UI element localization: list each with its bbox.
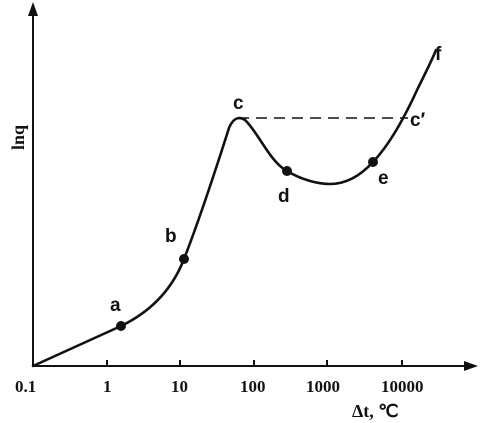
x-axis-arrow <box>464 361 478 371</box>
point-a-marker <box>116 321 126 331</box>
point-a-label: a <box>110 295 121 316</box>
point-d-label: d <box>278 186 290 207</box>
point-d-marker <box>282 166 292 176</box>
tick-label-10: 10 <box>171 377 188 396</box>
y-axis-label: lnq <box>8 125 28 150</box>
point-cprime-label: c′ <box>410 110 426 131</box>
point-b-marker <box>179 254 189 264</box>
tick-label-100: 100 <box>240 377 266 396</box>
point-b-label: b <box>165 226 177 247</box>
point-c-label: c <box>233 93 244 114</box>
tick-label-1000: 1000 <box>306 377 340 396</box>
x-axis-label: Δt, ℃ <box>352 401 399 421</box>
tick-label-10000: 10000 <box>381 377 424 396</box>
point-e-marker <box>368 157 378 167</box>
point-e-label: e <box>378 168 389 189</box>
y-axis-arrow <box>28 2 38 16</box>
point-f-label: f <box>435 44 442 65</box>
tick-label-0-1: 0.1 <box>15 377 36 396</box>
tick-label-1: 1 <box>103 377 112 396</box>
